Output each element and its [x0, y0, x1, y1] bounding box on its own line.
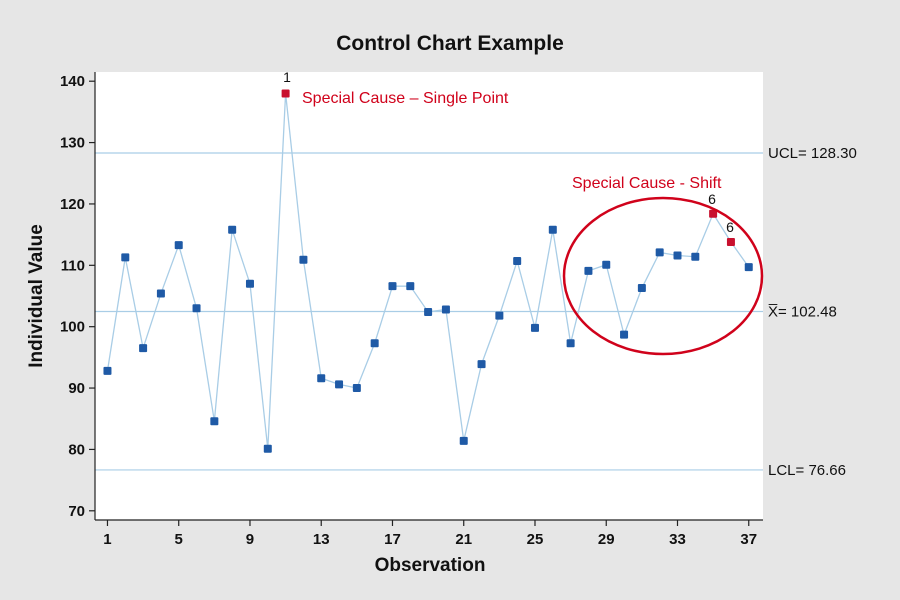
data-point	[477, 360, 486, 369]
data-point	[424, 307, 433, 316]
y-tick-label: 90	[68, 380, 85, 397]
plot-area	[95, 72, 763, 520]
data-point	[459, 436, 468, 445]
data-point	[673, 251, 682, 260]
x-axis-title: Observation	[375, 555, 486, 576]
x-tick-label: 37	[740, 531, 757, 548]
data-point	[495, 311, 504, 320]
shift-annotation: Special Cause - Shift	[572, 175, 722, 192]
special-data-point	[281, 89, 290, 98]
data-point	[245, 279, 254, 288]
data-point	[103, 366, 112, 375]
ucl-label: UCL= 128.30	[768, 145, 857, 162]
shift-flag-1: 6	[708, 191, 716, 207]
data-point	[174, 241, 183, 250]
data-point	[406, 282, 415, 291]
data-point	[317, 374, 326, 383]
special-data-point	[726, 237, 735, 246]
x-tick-label: 5	[175, 531, 183, 548]
data-point	[228, 225, 237, 234]
data-points	[103, 89, 753, 453]
y-tick-label: 100	[60, 319, 85, 336]
single-point-annotation: Special Cause – Single Point	[302, 90, 509, 107]
x-tick-label: 33	[669, 531, 686, 548]
center-label: X̅= 102.48	[768, 303, 837, 320]
data-point	[210, 417, 219, 426]
single-point-flag: 1	[283, 69, 291, 85]
data-point	[263, 444, 272, 453]
data-point	[548, 225, 557, 234]
data-point	[299, 255, 308, 264]
x-tick-label: 1	[103, 531, 111, 548]
data-point	[584, 266, 593, 275]
chart-title: Control Chart Example	[336, 32, 564, 55]
data-point	[637, 284, 646, 293]
data-point	[121, 253, 130, 262]
y-tick-label: 70	[68, 503, 85, 520]
y-axis-title: Individual Value	[26, 224, 47, 368]
y-tick-label: 80	[68, 441, 85, 458]
x-tick-label: 17	[384, 531, 401, 548]
y-tick-label: 110	[61, 257, 85, 274]
x-tick-label: 21	[455, 531, 472, 548]
x-tick-label: 13	[313, 531, 330, 548]
axes: 70 80 90 100 110 120 130 140 1 5 9 13 17 21 25 29 33 37	[60, 72, 763, 548]
data-point	[156, 289, 165, 298]
special-data-point	[709, 209, 718, 218]
data-point	[370, 339, 379, 348]
lcl-label: LCL= 76.66	[768, 462, 846, 479]
x-tick-label: 9	[246, 531, 254, 548]
data-point	[139, 344, 148, 353]
data-point	[744, 263, 753, 272]
x-tick-label: 29	[598, 531, 615, 548]
data-point	[192, 304, 201, 313]
data-point	[566, 339, 575, 348]
data-point	[335, 380, 344, 389]
data-point	[441, 305, 450, 314]
y-tick-label: 140	[60, 73, 85, 90]
y-tick-label: 120	[60, 196, 85, 213]
data-point	[655, 248, 664, 257]
shift-flag-2: 6	[726, 219, 734, 235]
reference-labels: UCL= 128.30 X̅= 102.48 LCL= 76.66	[768, 145, 857, 479]
shift-highlight-ellipse	[562, 196, 764, 356]
x-tick-label: 25	[527, 531, 544, 548]
data-point	[352, 384, 361, 393]
data-point	[691, 252, 700, 261]
data-point	[530, 323, 539, 332]
data-point	[620, 330, 629, 339]
data-point	[513, 257, 522, 266]
y-tick-label: 130	[60, 135, 85, 152]
data-point	[602, 260, 611, 269]
data-point	[388, 282, 397, 291]
